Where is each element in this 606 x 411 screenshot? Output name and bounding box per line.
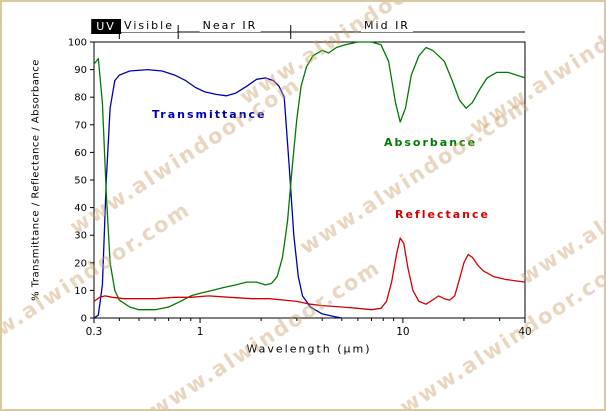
- transmittance-curve-label: Transmittance: [152, 108, 267, 121]
- y-tick-label: 40: [74, 203, 87, 214]
- x-tick-label: 1: [197, 326, 204, 338]
- absorbance-curve-label: Absorbance: [384, 136, 478, 149]
- y-tick-label: 20: [74, 258, 87, 269]
- reflectance-curve-label: Reflectance: [395, 208, 490, 221]
- y-tick-label: 100: [68, 38, 87, 49]
- x-tick-label: 40: [518, 326, 531, 338]
- y-tick-label: 10: [74, 286, 87, 297]
- x-axis: 0.3 1 10 40: [86, 318, 532, 338]
- y-tick-label: 70: [74, 120, 87, 131]
- x-axis-title: Wavelength (μm): [246, 342, 372, 356]
- transmittance-curve: [93, 68, 343, 319]
- region-label-visible: Visible: [121, 19, 177, 32]
- y-tick-label: 80: [74, 93, 87, 104]
- absorbance-curve: [93, 41, 526, 311]
- y-tick-label: 90: [74, 65, 87, 76]
- region-label-near-ir: Near IR: [199, 19, 261, 32]
- y-axis: 0 10 20 30 40 50 60 70 80 90 100: [68, 38, 94, 325]
- y-tick-label: 60: [74, 148, 87, 159]
- x-tick-label: 0.3: [86, 326, 103, 338]
- y-axis-title: % Transmittance / Reflectance / Absorban…: [30, 59, 42, 301]
- y-tick-label: 0: [81, 314, 87, 325]
- y-tick-label: 50: [74, 176, 87, 187]
- region-label-mid-ir: Mid IR: [361, 19, 413, 32]
- reflectance-curve: [93, 237, 526, 311]
- x-tick-label: 10: [396, 326, 409, 338]
- region-label-uv: UV: [91, 19, 121, 34]
- y-tick-label: 30: [74, 231, 87, 242]
